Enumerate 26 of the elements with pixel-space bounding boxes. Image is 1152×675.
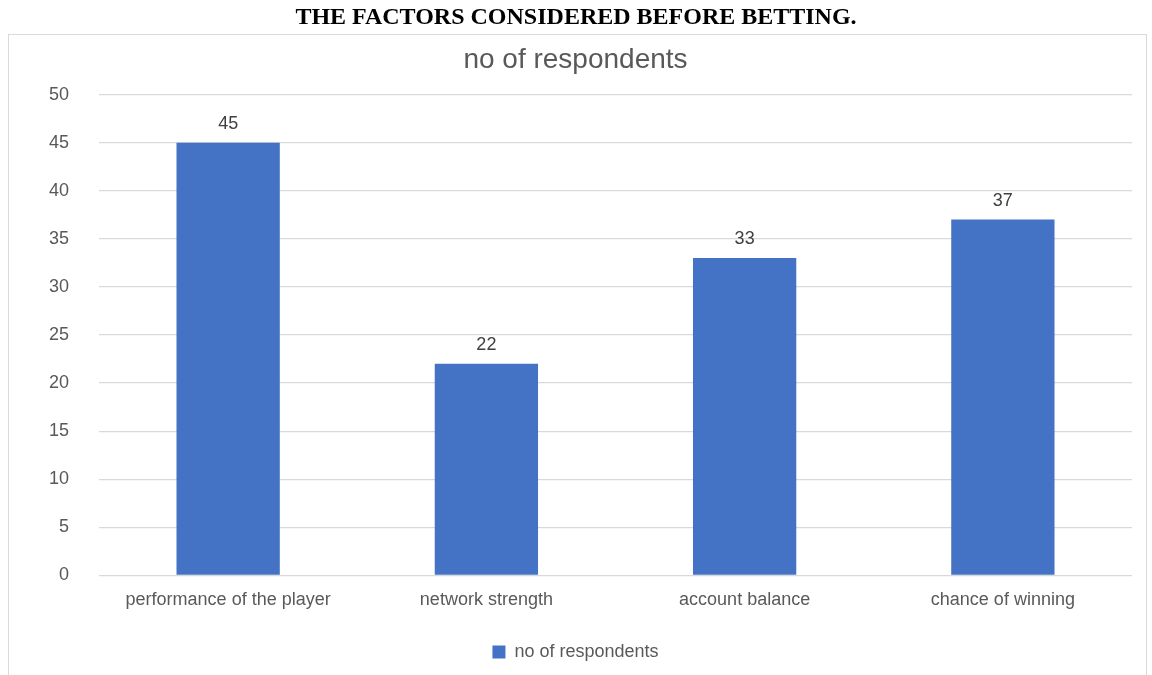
y-tick-label: 25 xyxy=(48,323,70,344)
x-tick-label: performance of the player xyxy=(125,589,331,610)
bar xyxy=(434,363,539,575)
y-tick-label: 0 xyxy=(59,564,70,585)
data-label: 37 xyxy=(992,189,1013,210)
legend-label: no of respondents xyxy=(514,640,659,661)
x-tick-label: account balance xyxy=(679,589,811,610)
x-tick-label: chance of winning xyxy=(930,589,1075,610)
y-tick-label: 50 xyxy=(48,83,70,104)
y-tick-label: 40 xyxy=(48,179,70,200)
y-tick-label: 10 xyxy=(48,468,70,489)
data-label: 33 xyxy=(734,228,755,249)
bar xyxy=(176,142,280,575)
y-tick-label: 15 xyxy=(48,420,70,441)
y-tick-label: 5 xyxy=(59,516,70,537)
y-tick-label: 35 xyxy=(48,227,70,248)
y-tick-label: 30 xyxy=(48,275,70,296)
data-label: 45 xyxy=(218,112,239,133)
y-tick-label: 20 xyxy=(48,372,70,393)
bar xyxy=(692,258,797,575)
data-label: 22 xyxy=(476,333,497,354)
y-tick-label: 45 xyxy=(48,131,70,152)
chart-title: THE FACTORS CONSIDERED BEFORE BETTING. xyxy=(294,2,858,30)
bar xyxy=(951,219,1055,575)
chart-subtitle: no of respondents xyxy=(463,42,688,74)
x-tick-label: network strength xyxy=(419,589,553,610)
